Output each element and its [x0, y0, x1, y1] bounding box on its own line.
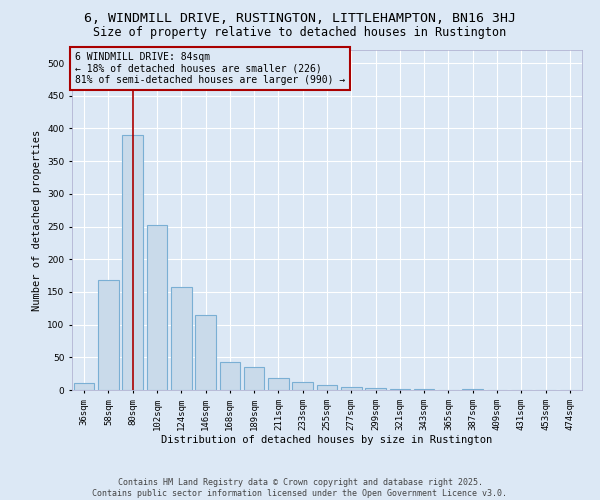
- Bar: [122, 135, 143, 390]
- Bar: [244, 367, 265, 390]
- Bar: [171, 286, 191, 390]
- X-axis label: Distribution of detached houses by size in Rustington: Distribution of detached houses by size …: [161, 436, 493, 446]
- Bar: [292, 382, 313, 390]
- Bar: [98, 280, 119, 390]
- Bar: [365, 388, 386, 390]
- Bar: [389, 388, 410, 390]
- Bar: [220, 362, 240, 390]
- Bar: [195, 315, 216, 390]
- Text: 6 WINDMILL DRIVE: 84sqm
← 18% of detached houses are smaller (226)
81% of semi-d: 6 WINDMILL DRIVE: 84sqm ← 18% of detache…: [74, 52, 345, 85]
- Text: Size of property relative to detached houses in Rustington: Size of property relative to detached ho…: [94, 26, 506, 39]
- Text: Contains HM Land Registry data © Crown copyright and database right 2025.
Contai: Contains HM Land Registry data © Crown c…: [92, 478, 508, 498]
- Y-axis label: Number of detached properties: Number of detached properties: [32, 130, 41, 310]
- Bar: [341, 386, 362, 390]
- Bar: [74, 384, 94, 390]
- Bar: [146, 224, 167, 390]
- Bar: [268, 378, 289, 390]
- Bar: [463, 388, 483, 390]
- Text: 6, WINDMILL DRIVE, RUSTINGTON, LITTLEHAMPTON, BN16 3HJ: 6, WINDMILL DRIVE, RUSTINGTON, LITTLEHAM…: [84, 12, 516, 26]
- Bar: [317, 385, 337, 390]
